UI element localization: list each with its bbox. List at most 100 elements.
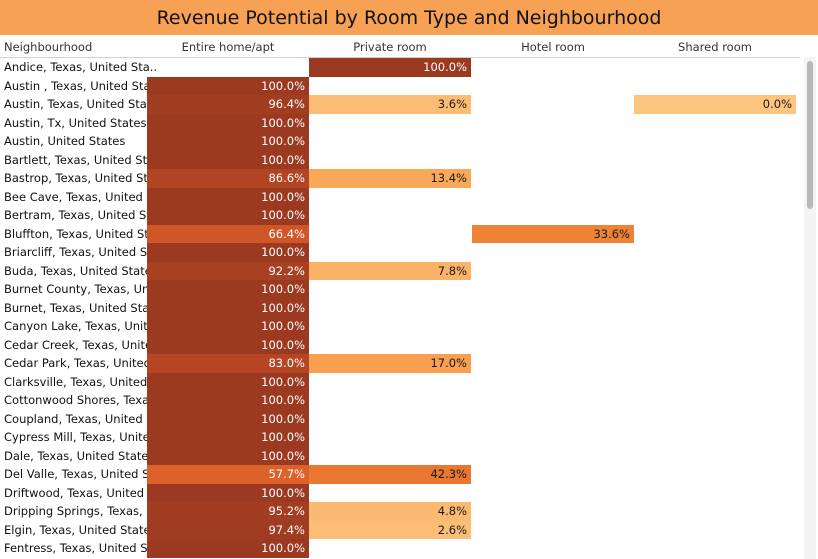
- table-row: Canyon Lake, Texas, Unite.. 100.0%: [0, 317, 800, 336]
- row-label: Burnet County, Texas, Uni..: [4, 282, 160, 296]
- heatmap-cell[interactable]: 66.4%: [147, 224, 309, 243]
- table-row: Austin, United States 100.0%: [0, 132, 800, 151]
- table-row: Dale, Texas, United States 100.0%: [0, 446, 800, 465]
- row-label: Driftwood, Texas, United ..: [4, 485, 156, 500]
- row-label: Bertram, Texas, United St..: [4, 208, 159, 222]
- heatmap-cell[interactable]: 86.6%: [147, 169, 309, 188]
- table-row: Burnet, Texas, United Sta.. 100.0%: [0, 298, 800, 317]
- heatmap-cell[interactable]: 33.6%: [472, 224, 634, 243]
- heatmap-cell[interactable]: 83.0%: [147, 354, 309, 373]
- table-row: Elgin, Texas, United States 97.4% 2.6%: [0, 520, 800, 539]
- heatmap-cell[interactable]: 2.6%: [309, 520, 471, 539]
- column-header-shared-room: Shared room: [678, 40, 752, 54]
- row-label: Cottonwood Shores, Texa..: [4, 393, 157, 407]
- heatmap-cell[interactable]: 17.0%: [309, 354, 471, 373]
- heatmap-cell[interactable]: 95.2%: [147, 502, 309, 521]
- row-label: Bee Cave, Texas, United S..: [4, 189, 162, 204]
- table-row: Briarcliff, Texas, United S.. 100.0%: [0, 243, 800, 262]
- heatmap-cell[interactable]: 100.0%: [147, 76, 309, 95]
- heatmap-cell[interactable]: 100.0%: [147, 298, 309, 317]
- table-row: Burnet County, Texas, Uni.. 100.0%: [0, 280, 800, 299]
- row-label: Cedar Creek, Texas, Unite..: [4, 337, 160, 352]
- row-label: Dale, Texas, United States: [4, 448, 155, 463]
- table-row: Dripping Springs, Texas, .. 95.2% 4.8%: [0, 502, 800, 521]
- table-row: Bastrop, Texas, United St.. 86.6% 13.4%: [0, 169, 800, 188]
- heatmap-cell[interactable]: 100.0%: [147, 206, 309, 225]
- heatmap-table: Andice, Texas, United Sta.. 100.0% Austin …: [0, 57, 800, 559]
- table-row: Cedar Creek, Texas, Unite.. 100.0%: [0, 335, 800, 354]
- heatmap-cell[interactable]: 100.0%: [147, 428, 309, 447]
- heatmap-cell[interactable]: 92.2%: [147, 261, 309, 280]
- heatmap-cell[interactable]: 100.0%: [147, 483, 309, 502]
- row-label: Cypress Mill, Texas, Unite..: [4, 430, 158, 444]
- row-label: Bastrop, Texas, United St..: [4, 171, 156, 185]
- table-row: Bertram, Texas, United St.. 100.0%: [0, 206, 800, 225]
- table-row: Buda, Texas, United States 92.2% 7.8%: [0, 261, 800, 280]
- heatmap-cell[interactable]: 100.0%: [147, 391, 309, 410]
- heatmap-cell[interactable]: 3.6%: [309, 95, 471, 114]
- row-label: Canyon Lake, Texas, Unite..: [4, 319, 163, 333]
- table-row: Bluffton, Texas, United St.. 66.4% 33.6%: [0, 224, 800, 243]
- table-row: Bee Cave, Texas, United S.. 100.0%: [0, 187, 800, 206]
- heatmap-cell[interactable]: 57.7%: [147, 465, 309, 484]
- chart-title-bar: Revenue Potential by Room Type and Neigh…: [0, 0, 818, 35]
- heatmap-cell[interactable]: 100.0%: [147, 372, 309, 391]
- heatmap-cell[interactable]: 100.0%: [147, 539, 309, 558]
- heatmap-cell[interactable]: 100.0%: [147, 317, 309, 336]
- table-row: Austin, Texas, United Stat.. 96.4% 3.6% 0.0…: [0, 95, 800, 114]
- row-label: Clarksville, Texas, United ..: [4, 374, 159, 389]
- table-row: Cottonwood Shores, Texa.. 100.0%: [0, 391, 800, 410]
- heatmap-cell[interactable]: 100.0%: [147, 280, 309, 299]
- row-label: Austin, Texas, United Stat..: [4, 97, 159, 111]
- row-label: Bartlett, Texas, United St..: [4, 152, 155, 167]
- table-row: Cedar Park, Texas, United .. 83.0% 17.0%: [0, 354, 800, 373]
- row-label: Briarcliff, Texas, United S..: [4, 245, 155, 259]
- heatmap-cell[interactable]: 97.4%: [147, 520, 309, 539]
- row-label: Buda, Texas, United States: [4, 263, 158, 278]
- heatmap-cell[interactable]: 7.8%: [309, 261, 471, 280]
- heatmap-cell[interactable]: 100.0%: [147, 446, 309, 465]
- heatmap-cell[interactable]: 4.8%: [309, 502, 471, 521]
- row-label: Burnet, Texas, United Sta..: [4, 300, 157, 315]
- table-row: Cypress Mill, Texas, Unite.. 100.0%: [0, 428, 800, 447]
- heatmap-cell[interactable]: 13.4%: [309, 169, 471, 188]
- vertical-scrollbar[interactable]: [804, 57, 816, 559]
- header-divider: [0, 57, 800, 58]
- heatmap-cell[interactable]: 100.0%: [147, 150, 309, 169]
- row-header-label: Neighbourhood: [4, 40, 93, 54]
- row-label: Dripping Springs, Texas, ..: [4, 504, 154, 518]
- row-label: Austin, Tx, United States: [4, 115, 147, 130]
- row-label: Andice, Texas, United Sta..: [4, 60, 158, 74]
- row-label: Fentress, Texas, United St..: [4, 541, 160, 555]
- heatmap-cell[interactable]: 100.0%: [309, 58, 471, 77]
- heatmap-cell[interactable]: 42.3%: [309, 465, 471, 484]
- chart-title: Revenue Potential by Room Type and Neigh…: [156, 6, 662, 29]
- heatmap-cell[interactable]: 100.0%: [147, 335, 309, 354]
- row-label: Coupland, Texas, United S..: [4, 411, 161, 426]
- heatmap-cell[interactable]: 96.4%: [147, 95, 309, 114]
- row-label: Del Valle, Texas, United St..: [4, 467, 162, 481]
- row-label: Cedar Park, Texas, United ..: [4, 356, 162, 370]
- table-row: Driftwood, Texas, United .. 100.0%: [0, 483, 800, 502]
- heatmap-cell[interactable]: 100.0%: [147, 132, 309, 151]
- table-row: Bartlett, Texas, United St.. 100.0%: [0, 150, 800, 169]
- scrollbar-thumb[interactable]: [807, 61, 813, 209]
- table-row: Del Valle, Texas, United St.. 57.7% 42.3%: [0, 465, 800, 484]
- table-row: Clarksville, Texas, United .. 100.0%: [0, 372, 800, 391]
- heatmap-cell[interactable]: 100.0%: [147, 187, 309, 206]
- row-label: Elgin, Texas, United States: [4, 522, 157, 537]
- table-row: Fentress, Texas, United St.. 100.0%: [0, 539, 800, 558]
- table-row: Andice, Texas, United Sta.. 100.0%: [0, 58, 800, 77]
- column-header-entire-home: Entire home/apt: [181, 40, 275, 54]
- column-header-hotel-room: Hotel room: [521, 40, 585, 54]
- row-label: Austin, United States: [4, 134, 126, 148]
- column-header-private-room: Private room: [353, 40, 427, 54]
- table-row: Austin, Tx, United States 100.0%: [0, 113, 800, 132]
- row-label: Austin , Texas, United Sta..: [4, 78, 158, 93]
- heatmap-cell[interactable]: 100.0%: [147, 243, 309, 262]
- column-header-row: Neighbourhood Entire home/apt Private ro…: [0, 38, 818, 56]
- heatmap-cell[interactable]: 100.0%: [147, 113, 309, 132]
- table-row: Coupland, Texas, United S.. 100.0%: [0, 409, 800, 428]
- heatmap-cell[interactable]: 100.0%: [147, 409, 309, 428]
- heatmap-cell[interactable]: 0.0%: [634, 95, 796, 114]
